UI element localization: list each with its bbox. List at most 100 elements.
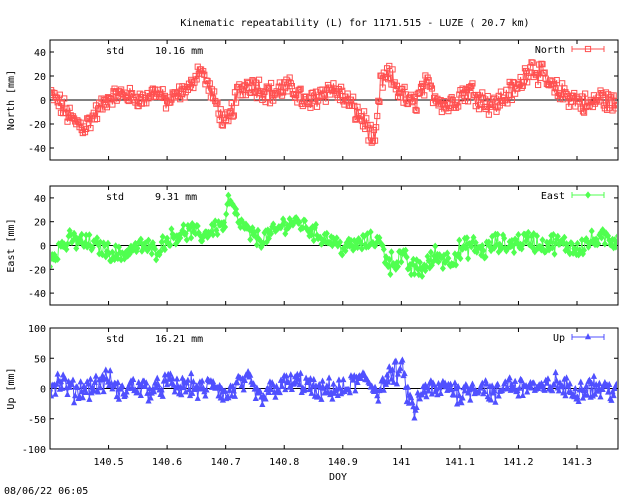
data-point [267,385,275,393]
data-point [265,388,272,396]
data-point [230,112,237,119]
data-point [543,379,550,386]
data-point [94,234,101,242]
data-point [78,230,85,239]
x-tick-label: 140.9 [328,457,358,468]
data-point [464,98,472,105]
data-point [51,264,53,270]
x-tick-label: 141.1 [445,457,475,468]
data-point [584,391,591,398]
data-point [295,375,302,382]
data-point [145,236,152,244]
data-point [77,119,84,126]
data-point [605,388,612,395]
data-point [487,396,495,403]
data-point [278,382,286,389]
data-point [329,395,336,402]
data-point [499,243,505,251]
x-tick-label: 140.5 [94,457,124,468]
data-point [481,387,488,394]
data-point [272,393,279,400]
data-point [373,124,380,131]
data-point [188,234,195,242]
data-point [455,103,462,110]
data-point [133,93,140,100]
data-point [419,80,426,87]
data-point [309,89,316,96]
data-point [238,382,245,389]
data-point [130,375,137,382]
data-point [282,385,289,393]
data-point [459,394,466,401]
data-point [393,380,401,387]
data-point [469,380,476,387]
data-point [397,94,404,101]
data-point [185,386,193,393]
data-point [211,221,218,229]
series-group [51,191,617,280]
data-point [421,388,428,395]
data-point [159,86,166,93]
data-point [462,244,469,252]
data-point [491,94,498,101]
data-point [456,236,463,244]
data-point [574,239,581,248]
data-point [219,122,227,129]
data-point [556,95,564,103]
data-point [518,376,525,384]
data-point [164,381,171,388]
data-point [403,253,410,261]
data-point [247,235,254,244]
data-point [312,88,320,95]
y-tick-label: 0 [40,385,46,396]
data-point [554,232,561,241]
data-point [380,245,387,253]
data-point [551,89,558,96]
data-point [525,228,532,237]
data-point [533,70,541,77]
std-value: 9.31 mm [155,192,197,203]
data-point [203,386,210,393]
data-point [519,241,526,249]
data-point [425,256,432,265]
data-point [428,85,436,92]
data-point [281,218,288,226]
data-point [257,90,264,97]
data-point [81,129,89,136]
data-point [137,235,144,243]
data-point [394,370,402,377]
data-point [402,246,409,255]
data-point [479,89,486,96]
data-point [377,385,384,393]
data-point [598,89,605,97]
data-point [315,97,322,104]
data-point [419,272,426,280]
data-point [484,92,491,100]
data-point [225,118,232,125]
data-point [255,76,263,83]
data-point [550,230,557,239]
data-point [416,395,423,402]
data-point [398,258,405,266]
data-point [143,379,150,386]
data-point [400,99,407,106]
data-point [62,375,69,382]
data-point [150,388,158,395]
data-point [222,223,229,231]
data-point [239,92,246,99]
data-point [511,248,518,257]
data-point [54,370,61,377]
y-tick-label: 40 [34,48,46,59]
data-point [160,94,167,102]
data-point [392,357,399,364]
data-point [386,363,393,370]
data-point [114,378,121,386]
data-point [515,231,522,239]
data-point [317,383,324,390]
data-point [99,250,106,259]
data-point [551,250,558,258]
data-point [596,98,603,105]
data-point [323,382,330,389]
data-point [158,386,165,393]
data-point [601,240,608,248]
